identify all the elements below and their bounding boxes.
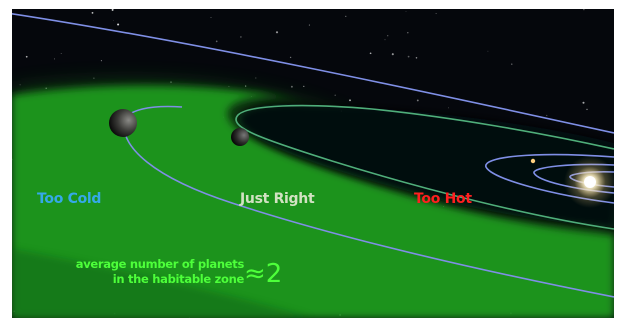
just-right-label: Just Right	[240, 191, 315, 207]
habitable-planet	[231, 128, 249, 146]
background-star	[60, 52, 62, 54]
too-hot-label: Too Hot	[414, 191, 472, 207]
background-star	[405, 11, 407, 12]
inner-dark-region	[239, 103, 614, 227]
background-star	[255, 77, 257, 79]
background-star	[245, 85, 247, 87]
background-star	[583, 9, 585, 11]
cold-planet	[109, 109, 137, 137]
habitable-zone-band	[12, 85, 614, 318]
background-star	[210, 17, 212, 18]
background-star	[91, 11, 94, 14]
background-star	[435, 13, 437, 14]
background-star	[582, 101, 585, 104]
caption-line-1: average number of planets	[75, 257, 245, 271]
background-star	[303, 85, 305, 88]
background-star	[308, 24, 310, 26]
habitable-planet-orbit	[235, 104, 614, 230]
background-star	[111, 9, 114, 11]
background-star	[113, 20, 114, 22]
habitable-zone-caption: average number of planets in the habitab…	[34, 257, 245, 287]
caption-line-2: in the habitable zone	[112, 272, 245, 286]
background-star	[345, 15, 347, 17]
approx-planet-count: ≈2	[244, 259, 283, 289]
background-star	[54, 58, 55, 60]
inner-orbit-1	[485, 153, 614, 204]
habitable-zone-inner-shade	[12, 249, 312, 318]
background-star	[275, 31, 279, 34]
inner-planet	[530, 158, 536, 164]
background-star	[228, 85, 230, 87]
background-star	[349, 99, 351, 102]
background-star	[391, 53, 394, 56]
background-star	[511, 63, 513, 65]
star	[584, 176, 596, 188]
background-star	[407, 31, 409, 34]
background-star	[387, 35, 389, 37]
too-cold-label: Too Cold	[37, 191, 102, 207]
background-star	[240, 36, 242, 38]
background-star	[215, 40, 218, 43]
background-star	[416, 99, 419, 102]
background-star	[487, 50, 489, 52]
outer-orbit	[12, 12, 614, 134]
background-star	[407, 55, 410, 58]
background-star	[546, 114, 548, 116]
background-star	[93, 77, 95, 79]
background-star	[117, 23, 120, 26]
background-star	[448, 107, 449, 109]
background-star	[290, 85, 293, 88]
background-star	[384, 39, 386, 41]
background-star	[25, 55, 28, 58]
background-star	[289, 56, 292, 59]
background-star	[100, 60, 102, 62]
background-star	[415, 57, 418, 59]
space-scene	[12, 9, 614, 318]
habitable-zone-illustration: Too Cold Just Right Too Hot average numb…	[12, 9, 614, 318]
background-star	[369, 52, 372, 55]
background-star	[586, 108, 588, 111]
background-star	[19, 84, 21, 86]
background-star	[334, 94, 336, 96]
